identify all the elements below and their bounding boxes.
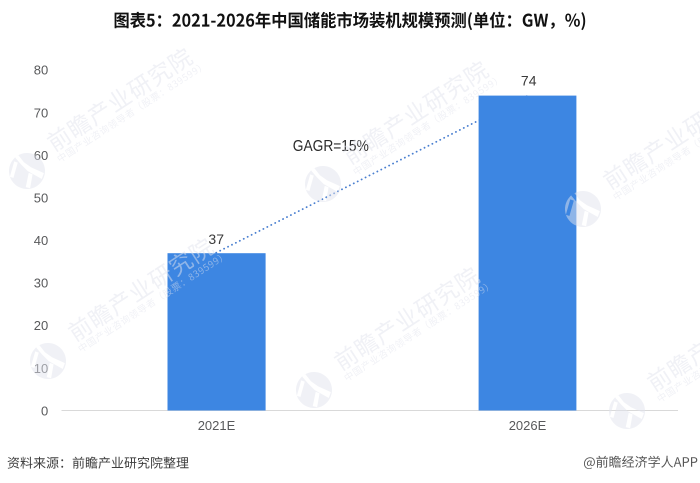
svg-text:37: 37: [208, 231, 224, 247]
svg-text:74: 74: [521, 72, 537, 88]
svg-text:20: 20: [34, 318, 48, 333]
svg-text:70: 70: [34, 105, 48, 120]
svg-text:50: 50: [34, 191, 48, 206]
svg-text:40: 40: [34, 233, 48, 248]
svg-text:2026E: 2026E: [509, 418, 547, 433]
svg-text:80: 80: [34, 63, 48, 78]
svg-text:30: 30: [34, 276, 48, 291]
svg-text:GAGR=15%: GAGR=15%: [293, 138, 369, 155]
svg-text:2021E: 2021E: [198, 418, 236, 433]
svg-text:0: 0: [41, 403, 48, 418]
